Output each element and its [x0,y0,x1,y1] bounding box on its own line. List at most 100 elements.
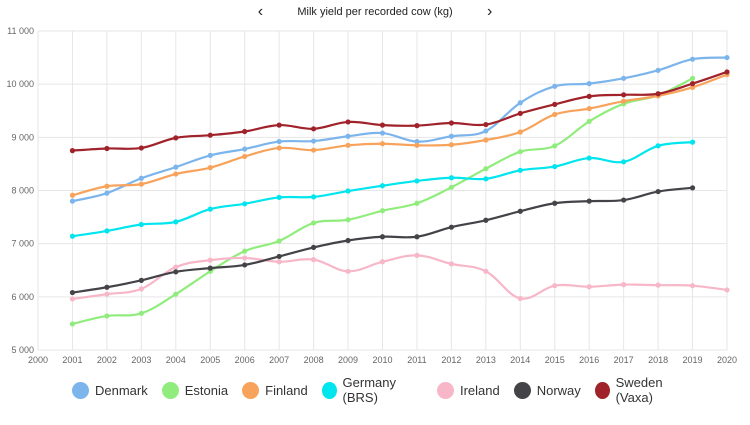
data-point-estonia[interactable] [173,291,179,297]
data-point-sweden-vaxa[interactable] [517,110,523,117]
data-point-sweden-vaxa[interactable] [311,126,317,132]
series-line-ireland[interactable] [71,254,729,301]
data-point-sweden-vaxa[interactable] [621,92,627,98]
data-point-norway[interactable] [552,200,558,206]
data-point-finland[interactable] [414,142,420,148]
data-point-ireland[interactable] [655,282,661,288]
series-line-denmark[interactable] [71,56,729,203]
data-point-estonia[interactable] [379,208,386,214]
next-chart-button[interactable]: › [479,1,501,23]
data-point-denmark[interactable] [311,138,317,144]
previous-chart-button[interactable]: ‹ [249,1,271,23]
data-point-denmark[interactable] [138,175,144,181]
data-point-finland[interactable] [689,84,696,90]
data-point-ireland[interactable] [414,252,420,258]
data-point-ireland[interactable] [104,291,110,297]
data-point-denmark[interactable] [724,54,730,61]
data-point-denmark[interactable] [379,130,386,136]
data-point-germany-brs[interactable] [586,155,592,161]
data-point-sweden-vaxa[interactable] [414,123,420,129]
legend-item-ireland[interactable]: Ireland [436,381,500,399]
data-point-sweden-vaxa[interactable] [173,135,179,141]
data-point-denmark[interactable] [242,146,248,152]
data-point-sweden-vaxa[interactable] [483,121,489,128]
legend-item-sweden-vaxa[interactable]: Sweden (Vaxa) [594,375,692,405]
data-point-finland[interactable] [173,171,179,177]
data-point-germany-brs[interactable] [69,233,76,239]
data-point-germany-brs[interactable] [104,228,110,234]
legend-item-germany-brs[interactable]: Germany (BRS) [321,375,423,405]
data-point-denmark[interactable] [689,56,696,62]
data-point-estonia[interactable] [689,75,696,81]
data-point-denmark[interactable] [414,138,420,145]
data-point-ireland[interactable] [552,283,558,289]
data-point-ireland[interactable] [207,257,213,263]
data-point-denmark[interactable] [104,190,110,196]
data-point-denmark[interactable] [345,133,351,139]
data-point-finland[interactable] [586,106,592,112]
data-point-ireland[interactable] [483,268,489,274]
data-point-ireland[interactable] [242,255,248,261]
data-point-denmark[interactable] [586,81,592,87]
data-point-estonia[interactable] [414,200,420,206]
data-point-sweden-vaxa[interactable] [552,101,558,107]
data-point-estonia[interactable] [104,313,110,319]
data-point-germany-brs[interactable] [689,139,696,145]
data-point-norway[interactable] [448,224,454,230]
data-point-denmark[interactable] [552,83,558,89]
data-point-sweden-vaxa[interactable] [104,145,110,152]
series-line-finland[interactable] [71,73,729,197]
data-point-norway[interactable] [621,197,627,203]
data-point-norway[interactable] [483,217,489,223]
data-point-denmark[interactable] [621,75,627,81]
data-point-sweden-vaxa[interactable] [724,69,730,75]
data-point-ireland[interactable] [69,296,76,302]
data-point-finland[interactable] [379,141,386,147]
data-point-estonia[interactable] [517,149,523,155]
data-point-denmark[interactable] [276,138,282,145]
legend-item-denmark[interactable]: Denmark [72,381,148,399]
data-point-sweden-vaxa[interactable] [345,119,351,125]
data-point-finland[interactable] [345,142,351,148]
legend-item-finland[interactable]: Finland [242,381,308,399]
data-point-ireland[interactable] [621,282,627,288]
legend-item-estonia[interactable]: Estonia [161,381,228,399]
data-point-germany-brs[interactable] [552,163,558,170]
data-point-germany-brs[interactable] [517,167,523,173]
data-point-germany-brs[interactable] [414,178,420,184]
data-point-germany-brs[interactable] [345,188,351,194]
data-point-sweden-vaxa[interactable] [207,132,213,138]
data-point-denmark[interactable] [517,100,523,106]
data-point-finland[interactable] [448,142,454,148]
data-point-finland[interactable] [104,183,110,189]
data-point-estonia[interactable] [242,248,248,254]
data-point-sweden-vaxa[interactable] [379,122,386,128]
data-point-germany-brs[interactable] [379,183,386,189]
data-point-norway[interactable] [276,253,282,260]
data-point-ireland[interactable] [724,287,730,293]
data-point-finland[interactable] [207,165,213,171]
data-point-norway[interactable] [689,185,696,191]
data-point-germany-brs[interactable] [311,194,317,200]
data-point-finland[interactable] [276,145,282,151]
data-point-sweden-vaxa[interactable] [655,91,661,97]
data-point-germany-brs[interactable] [448,175,454,181]
data-point-norway[interactable] [104,284,110,290]
data-point-estonia[interactable] [586,118,592,124]
data-point-sweden-vaxa[interactable] [242,128,248,135]
data-point-norway[interactable] [69,289,76,296]
data-point-ireland[interactable] [586,284,592,290]
data-point-sweden-vaxa[interactable] [69,148,76,154]
data-point-estonia[interactable] [138,310,144,316]
data-point-norway[interactable] [311,244,317,250]
data-point-finland[interactable] [311,147,317,153]
data-point-norway[interactable] [173,269,179,275]
data-point-norway[interactable] [345,237,351,244]
data-point-norway[interactable] [207,265,213,271]
data-point-germany-brs[interactable] [173,219,179,225]
data-point-estonia[interactable] [69,321,76,327]
data-point-denmark[interactable] [448,133,454,139]
data-point-norway[interactable] [517,208,523,214]
data-point-norway[interactable] [655,188,661,195]
data-point-norway[interactable] [586,198,592,204]
